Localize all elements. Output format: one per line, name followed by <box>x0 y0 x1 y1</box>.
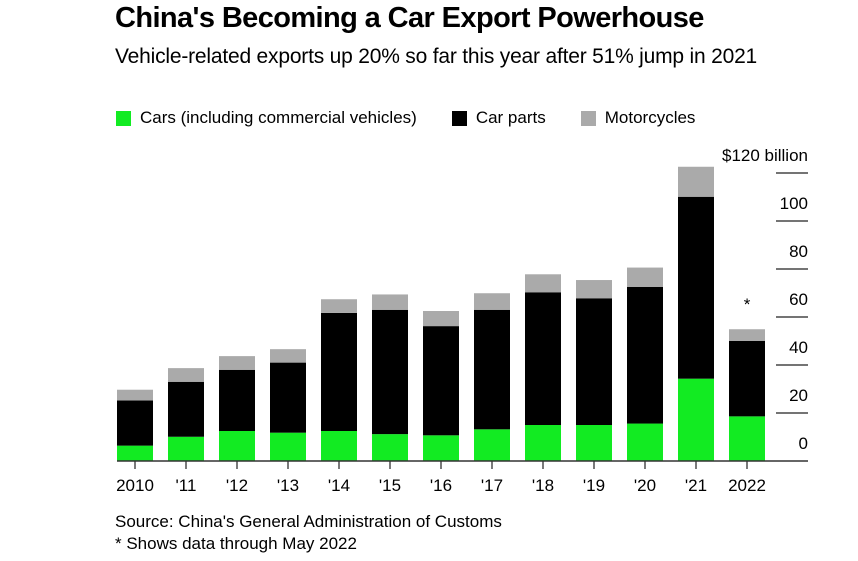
bar-segment-cars <box>576 425 612 461</box>
bar-segment-car-parts <box>372 309 408 435</box>
chart-title: China's Becoming a Car Export Powerhouse <box>115 2 704 34</box>
bar-segment-cars <box>117 445 153 461</box>
y-tick-label: 40 <box>789 338 808 357</box>
y-tick-label: $120 billion <box>722 146 808 165</box>
bar-segment-motorcycles <box>474 293 510 310</box>
legend-label-car-parts: Car parts <box>475 108 546 127</box>
x-tick-label: '18 <box>532 476 554 495</box>
y-tick-label: 80 <box>789 242 808 261</box>
bar-segment-car-parts <box>117 400 153 446</box>
legend-swatch-motorcycles <box>580 110 596 126</box>
asterisk-annotation: * <box>744 295 751 314</box>
data-note: * Shows data through May 2022 <box>115 534 357 553</box>
bar-segment-car-parts <box>219 369 255 431</box>
bar-segment-cars <box>372 434 408 461</box>
bar-segment-car-parts <box>423 326 459 436</box>
x-tick-label: '14 <box>328 476 350 495</box>
bar-segment-cars <box>627 423 663 461</box>
source-note: Source: China's General Administration o… <box>115 512 502 531</box>
x-tick-label: '11 <box>176 476 197 495</box>
bar-segment-car-parts <box>627 287 663 424</box>
legend-swatch-car-parts <box>451 110 467 126</box>
bar-segment-motorcycles <box>423 311 459 327</box>
bar-segment-motorcycles <box>729 329 765 341</box>
bar-segment-cars <box>168 436 204 461</box>
bar-segment-car-parts <box>678 196 714 379</box>
legend-item-cars: Cars (including commercial vehicles) <box>116 108 417 128</box>
bar-segment-cars <box>219 431 255 461</box>
y-tick-label: 20 <box>789 386 808 405</box>
bar-segment-cars <box>525 425 561 461</box>
y-tick-label: 0 <box>799 434 808 453</box>
bar-segment-motorcycles <box>168 368 204 382</box>
x-tick-label: '15 <box>379 476 401 495</box>
bar-segment-cars <box>321 431 357 461</box>
bar-segment-cars <box>423 435 459 461</box>
legend-item-motorcycles: Motorcycles <box>580 108 696 128</box>
bar-segment-motorcycles <box>219 356 255 370</box>
legend-label-motorcycles: Motorcycles <box>604 108 696 127</box>
legend: Cars (including commercial vehicles) Car… <box>116 108 730 128</box>
bar-segment-cars <box>270 432 306 461</box>
bar-segment-car-parts <box>729 341 765 417</box>
bar-segment-car-parts <box>474 309 510 430</box>
bar-segment-car-parts <box>270 362 306 433</box>
bar-segment-cars <box>678 378 714 461</box>
chart-subtitle: Vehicle-related exports up 20% so far th… <box>115 45 758 68</box>
bar-segment-cars <box>729 416 765 461</box>
legend-item-car-parts: Car parts <box>451 108 546 128</box>
y-tick-label: 60 <box>789 290 808 309</box>
bar-segment-motorcycles <box>117 389 153 401</box>
bar-segment-car-parts <box>168 381 204 437</box>
x-tick-label: '20 <box>634 476 656 495</box>
bar-segment-motorcycles <box>270 349 306 363</box>
legend-swatch-cars <box>116 110 131 126</box>
x-tick-label: 2022 <box>728 476 766 495</box>
bar-segment-motorcycles <box>321 299 357 313</box>
x-tick-label: '12 <box>226 476 248 495</box>
bar-segment-car-parts <box>576 298 612 425</box>
legend-label-cars: Cars (including commercial vehicles) <box>140 108 417 127</box>
x-tick-label: '17 <box>481 476 503 495</box>
bar-segment-motorcycles <box>678 166 714 197</box>
bar-segment-cars <box>474 429 510 461</box>
bar-segment-car-parts <box>525 292 561 425</box>
bar-segment-motorcycles <box>576 280 612 299</box>
x-tick-label: '16 <box>430 476 452 495</box>
bar-segment-motorcycles <box>525 274 561 293</box>
bar-segment-motorcycles <box>372 294 408 310</box>
footer: Source: China's General Administration o… <box>115 511 502 555</box>
x-tick-label: '19 <box>583 476 605 495</box>
x-tick-label: '21 <box>685 476 707 495</box>
y-tick-label: 100 <box>780 194 808 213</box>
bar-segment-car-parts <box>321 312 357 431</box>
x-tick-label: 2010 <box>116 476 154 495</box>
bar-segment-motorcycles <box>627 267 663 287</box>
x-tick-label: '13 <box>277 476 299 495</box>
